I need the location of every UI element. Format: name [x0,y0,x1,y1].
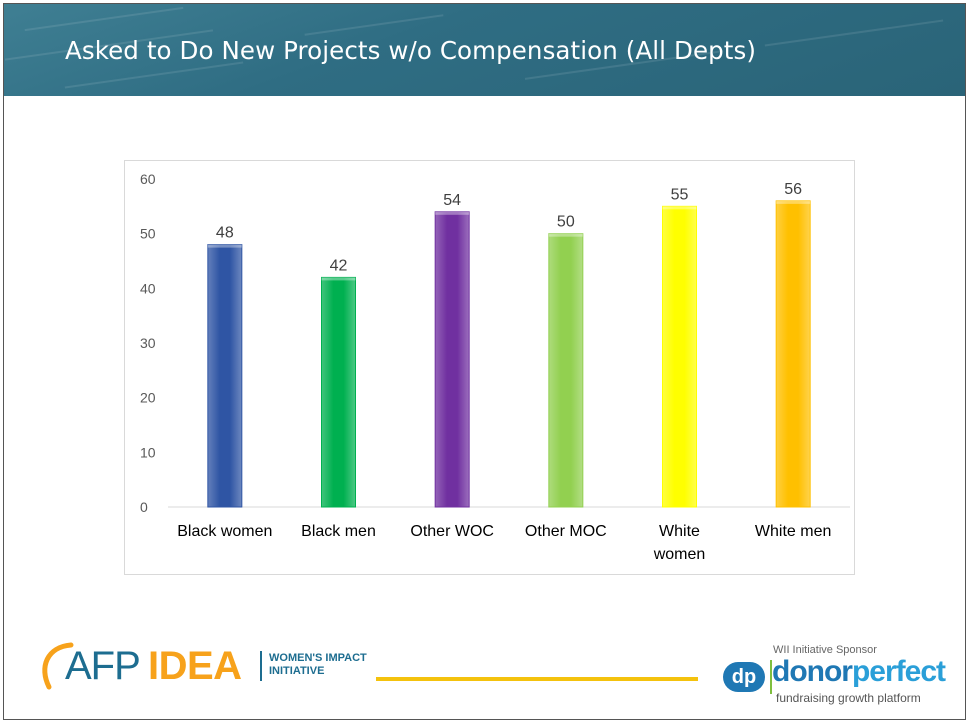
category-label: Other WOC [410,523,494,540]
category-label: Black women [177,523,272,540]
bar-highlight [321,277,356,281]
bar-highlight [207,244,242,248]
y-tick-label: 60 [140,171,156,187]
data-label: 54 [443,192,461,209]
bar-highlight [776,200,811,204]
bar [321,276,356,508]
category-label: White [659,523,700,540]
bar [548,233,584,508]
bar-chart: 0 10 20 30 40 50 60 48 Black women 42 Black men 54 O… [140,171,850,563]
data-label: 48 [216,225,234,242]
sponsor-divider [770,660,772,694]
category-label: White men [755,523,831,540]
logo-divider [260,651,262,681]
donor-word: donor [772,655,853,688]
bar [207,244,243,508]
donorperfect-badge-icon: dp [723,662,765,692]
chart-container: 0 10 20 30 40 50 60 48 Black women 42 Black men 54 O… [124,160,855,575]
afp-arc-icon [42,642,74,690]
category-label: Other MOC [525,523,607,540]
y-tick-label: 0 [140,499,148,515]
data-label: 55 [671,186,689,203]
bar [434,211,470,508]
data-label: 50 [557,214,575,231]
title-bar: Asked to Do New Projects w/o Compensatio… [4,4,965,96]
initiative-line-2: INITIATIVE [269,665,325,677]
initiative-line-1: WOMEN'S IMPACT [269,652,367,664]
slide-title: Asked to Do New Projects w/o Compensatio… [65,36,757,65]
data-label: 56 [784,181,802,198]
bar [775,200,811,508]
y-tick-label: 20 [140,390,156,406]
category-label: Black men [301,523,376,540]
afp-logo-text: AFP [65,644,141,688]
bar-highlight [548,233,583,237]
bar-highlight [435,211,470,215]
y-tick-label: 30 [140,335,156,351]
afp-idea-logo: AFP IDEA WOMEN'S IMPACT INITIATIVE [37,641,367,691]
y-tick-label: 10 [140,444,156,460]
donorperfect-logo-text: donorperfect [772,654,946,690]
y-tick-label: 40 [140,280,156,296]
perfect-word: perfect [851,655,946,688]
data-label: 42 [330,257,348,274]
y-tick-label: 50 [140,226,156,242]
slide: Asked to Do New Projects w/o Compensatio… [3,3,966,720]
idea-logo-text: IDEA [148,644,242,688]
bar-highlight [662,206,697,210]
bar [662,205,697,508]
category-label: women [653,546,706,563]
footer-divider-line [376,677,698,681]
sponsor-label: WII Initiative Sponsor [773,644,877,656]
womens-impact-initiative-text: WOMEN'S IMPACT INITIATIVE [269,652,367,678]
sponsor-tagline: fundraising growth platform [776,691,921,705]
